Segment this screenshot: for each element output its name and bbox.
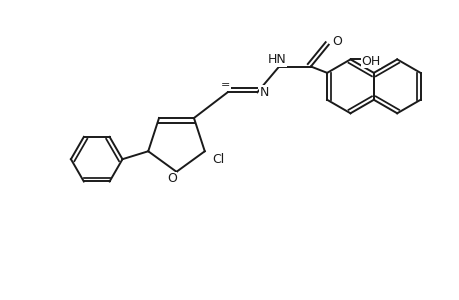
Text: HN: HN (267, 53, 286, 66)
Text: Cl: Cl (212, 154, 224, 166)
Text: N: N (259, 86, 268, 99)
Text: =: = (220, 80, 230, 90)
Text: O: O (167, 172, 176, 185)
Text: OH: OH (361, 55, 380, 68)
Text: O: O (331, 35, 341, 48)
